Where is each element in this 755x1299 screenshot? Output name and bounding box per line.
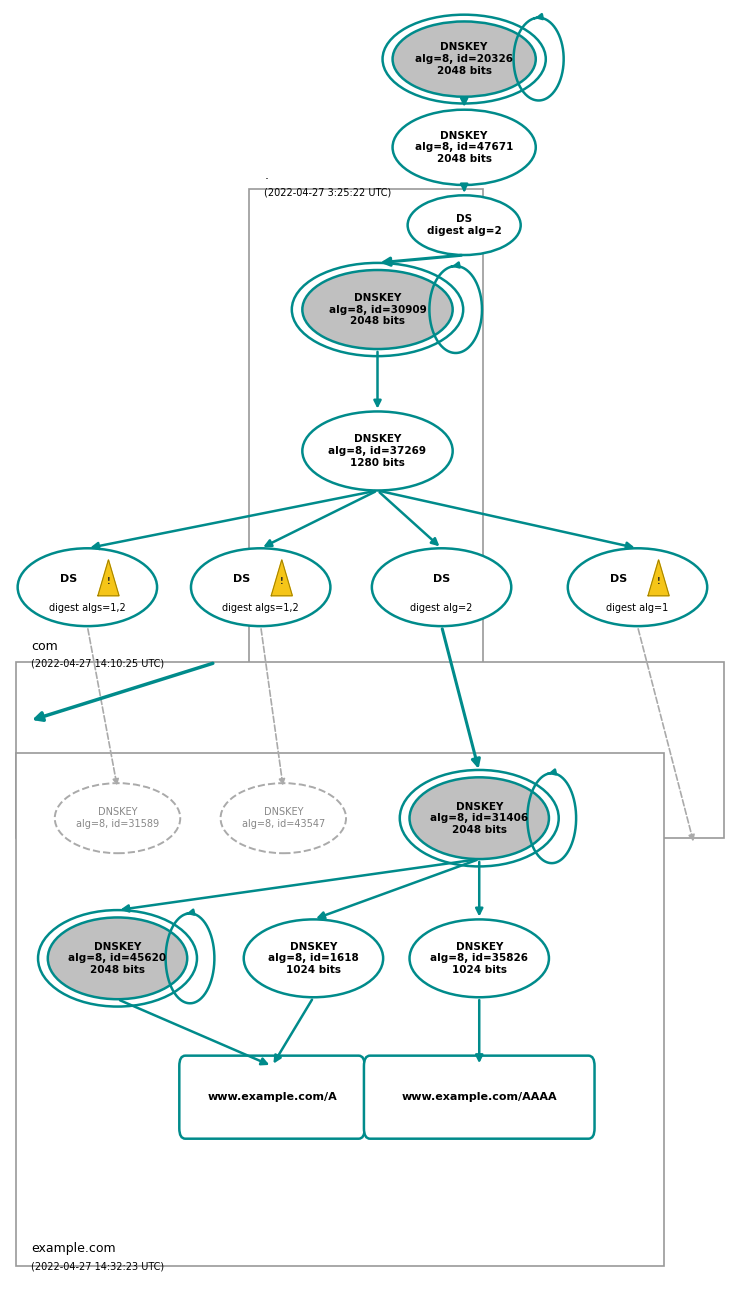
Ellipse shape	[55, 783, 180, 853]
Text: !: !	[657, 577, 661, 586]
Text: example.com: example.com	[31, 1242, 116, 1256]
Text: (2022-04-27 3:25:22 UTC): (2022-04-27 3:25:22 UTC)	[264, 187, 392, 197]
Ellipse shape	[244, 920, 383, 998]
Ellipse shape	[372, 548, 511, 626]
Ellipse shape	[302, 270, 453, 349]
Text: DS: DS	[610, 574, 627, 585]
Text: (2022-04-27 14:10:25 UTC): (2022-04-27 14:10:25 UTC)	[31, 659, 164, 669]
Polygon shape	[98, 560, 119, 596]
Polygon shape	[648, 560, 669, 596]
Ellipse shape	[220, 783, 346, 853]
Text: DNSKEY
alg=8, id=1618
1024 bits: DNSKEY alg=8, id=1618 1024 bits	[268, 942, 359, 976]
Text: digest algs=1,2: digest algs=1,2	[222, 603, 299, 613]
Ellipse shape	[568, 548, 707, 626]
Text: DS: DS	[60, 574, 77, 585]
Ellipse shape	[191, 548, 331, 626]
Text: www.example.com/AAAA: www.example.com/AAAA	[402, 1092, 557, 1102]
Text: DNSKEY
alg=8, id=47671
2048 bits: DNSKEY alg=8, id=47671 2048 bits	[415, 131, 513, 164]
Polygon shape	[271, 560, 292, 596]
FancyBboxPatch shape	[16, 662, 724, 838]
FancyBboxPatch shape	[16, 753, 664, 1265]
Text: .: .	[264, 169, 269, 182]
FancyBboxPatch shape	[364, 1056, 594, 1139]
Text: digest alg=2: digest alg=2	[411, 603, 473, 613]
Text: DS: DS	[433, 574, 450, 585]
Text: DS: DS	[233, 574, 251, 585]
Text: digest alg=1: digest alg=1	[606, 603, 669, 613]
FancyBboxPatch shape	[249, 188, 483, 1124]
Ellipse shape	[408, 195, 521, 255]
Text: digest algs=1,2: digest algs=1,2	[49, 603, 126, 613]
Text: DNSKEY
alg=8, id=31589: DNSKEY alg=8, id=31589	[76, 808, 159, 829]
Text: DNSKEY
alg=8, id=45620
2048 bits: DNSKEY alg=8, id=45620 2048 bits	[69, 942, 167, 976]
Text: DNSKEY
alg=8, id=31406
2048 bits: DNSKEY alg=8, id=31406 2048 bits	[430, 801, 528, 835]
Text: DS
digest alg=2: DS digest alg=2	[427, 214, 501, 236]
Text: DNSKEY
alg=8, id=35826
1024 bits: DNSKEY alg=8, id=35826 1024 bits	[430, 942, 528, 976]
Text: DNSKEY
alg=8, id=37269
1280 bits: DNSKEY alg=8, id=37269 1280 bits	[328, 434, 427, 468]
Text: !: !	[280, 577, 284, 586]
FancyBboxPatch shape	[179, 1056, 365, 1139]
Text: www.example.com/A: www.example.com/A	[207, 1092, 337, 1102]
Ellipse shape	[393, 22, 536, 96]
Text: com: com	[31, 640, 57, 653]
Ellipse shape	[17, 548, 157, 626]
Ellipse shape	[48, 917, 187, 999]
Text: DNSKEY
alg=8, id=20326
2048 bits: DNSKEY alg=8, id=20326 2048 bits	[415, 43, 513, 75]
Ellipse shape	[409, 777, 549, 859]
Ellipse shape	[393, 109, 536, 184]
Text: DNSKEY
alg=8, id=30909
2048 bits: DNSKEY alg=8, id=30909 2048 bits	[328, 294, 427, 326]
Text: (2022-04-27 14:32:23 UTC): (2022-04-27 14:32:23 UTC)	[31, 1261, 164, 1272]
Text: !: !	[106, 577, 110, 586]
Text: DNSKEY
alg=8, id=43547: DNSKEY alg=8, id=43547	[242, 808, 325, 829]
Ellipse shape	[302, 412, 453, 491]
Ellipse shape	[409, 920, 549, 998]
